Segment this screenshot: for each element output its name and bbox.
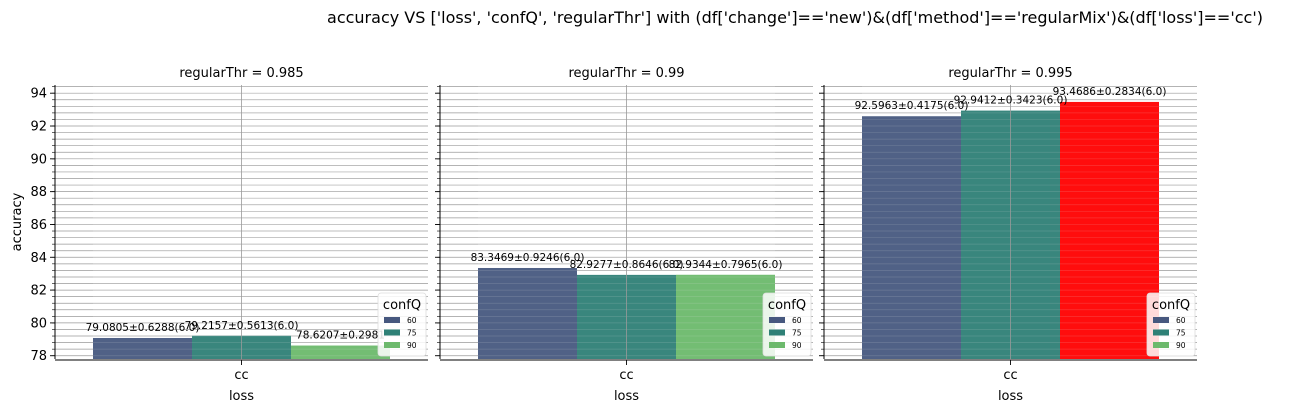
y-axis-label: accuracy [10,192,25,251]
y-tick-label: 94 [30,87,47,102]
legend-entry-label: 90 [407,341,417,350]
legend-swatch [384,329,400,336]
legend-swatch [769,342,785,348]
y-tick-label: 86 [30,218,47,233]
subplot-1: 78 80 82 84 86 88 90 92 94 79.0805±0.6288(6.0)79.… [10,66,428,404]
legend-entry-label: 60 [792,316,802,325]
bar-confq-90 [1060,101,1159,360]
y-tick-label: 78 [30,349,47,364]
x-tick-label: cc [234,368,248,383]
x-tick-label: cc [619,368,633,383]
data-label: 83.3469±0.9246(6.0) [471,252,585,264]
bar-confq-90 [676,274,775,359]
data-label: 92.5963±0.4175(6.0) [855,100,969,112]
subplot-title: regularThr = 0.985 [179,66,303,81]
legend-frame [377,292,427,357]
bar-confq-90 [291,345,390,359]
figure-suptitle: accuracy VS ['loss', 'confQ', 'regularTh… [327,8,1263,27]
x-axis-label: loss [229,389,254,404]
bar-confq-60 [93,337,192,359]
legend: confQ 60 75 90 [377,292,427,357]
data-label: 82.9277±0.8646(6.0) [570,259,684,271]
data-label: 82.9344±0.7965(6.0) [669,259,783,271]
y-tick-label: 84 [30,251,47,266]
data-label: 93.4686±0.2834(6.0) [1053,86,1167,98]
legend-entry-label: 75 [407,329,417,338]
legend-swatch [384,342,400,348]
subplot-3: 92.5963±0.4175(6.0)92.9412±0.3423(6.0)93… [819,66,1197,404]
legend-title: confQ [768,298,806,313]
data-label: 79.0805±0.6288(6.0) [86,322,200,334]
legend: confQ 60 75 90 [1146,292,1196,357]
subplot-title: regularThr = 0.995 [948,66,1072,81]
bar-confq-60 [862,116,961,359]
x-tick-label: cc [1003,368,1017,383]
legend-frame [762,292,812,357]
legend-entry-label: 90 [1176,341,1186,350]
data-label: 78.6207±0.2981 [296,330,385,342]
legend-swatch [1153,342,1169,348]
panels: 78 80 82 84 86 88 90 92 94 79.0805±0.6288(6.0)79.… [10,66,1197,404]
x-axis-label: loss [614,389,639,404]
legend: confQ 60 75 90 [762,292,812,357]
legend-swatch [769,317,785,323]
legend-title: confQ [383,298,421,313]
legend-swatch [384,317,400,323]
legend-title: confQ [1152,298,1190,313]
legend-swatch [1153,329,1169,336]
y-tick-label: 88 [30,185,47,200]
legend-entry-label: 75 [1176,329,1186,338]
subplot-2: 83.3469±0.9246(6.0)82.9277±0.8646(6.0)82… [435,66,813,404]
legend-entry-label: 90 [792,341,802,350]
y-tick-label: 92 [30,120,47,135]
legend-frame [1146,292,1196,357]
y-tick-label: 90 [30,152,47,167]
x-axis-label: loss [998,389,1023,404]
legend-entry-label: 60 [1176,316,1186,325]
y-tick-label: 82 [30,284,47,299]
y-tick-label: 80 [30,316,47,331]
legend-entry-label: 75 [792,329,802,338]
bar-confq-60 [478,267,577,359]
subplot-title: regularThr = 0.99 [568,66,684,81]
data-label: 92.9412±0.3423(6.0) [954,95,1068,107]
data-label: 79.2157±0.5613(6.0) [185,320,299,332]
legend-swatch [769,329,785,336]
legend-entry-label: 60 [407,316,417,325]
legend-swatch [1153,317,1169,323]
